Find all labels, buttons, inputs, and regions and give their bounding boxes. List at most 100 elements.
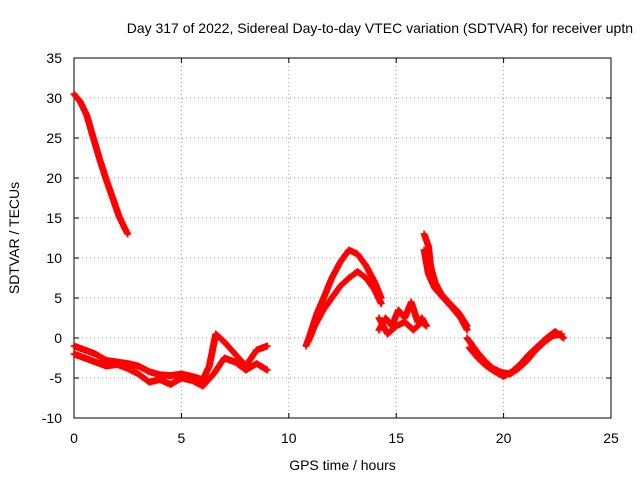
- series-6: [375, 298, 430, 334]
- data-point: [93, 360, 98, 364]
- data-point: [409, 300, 413, 304]
- data-point: [424, 324, 428, 328]
- data-point: [422, 248, 426, 252]
- data-point: [104, 358, 108, 362]
- data-point: [383, 316, 388, 320]
- data-point: [136, 372, 141, 376]
- data-point: [476, 356, 480, 360]
- series-4: [302, 246, 385, 350]
- data-point: [377, 316, 381, 320]
- data-point: [420, 320, 424, 324]
- data-point: [502, 374, 506, 378]
- y-tick-label: 10: [46, 250, 62, 266]
- data-point: [465, 328, 469, 332]
- data-point: [330, 276, 334, 280]
- data-point: [126, 232, 130, 236]
- data-point: [98, 158, 102, 162]
- data-point: [111, 196, 115, 200]
- data-point: [72, 352, 76, 356]
- plot-frame: [73, 57, 612, 419]
- data-point: [450, 306, 454, 310]
- y-tick-label: 30: [46, 90, 62, 106]
- data-point: [233, 360, 237, 364]
- data-point: [147, 370, 151, 374]
- data-point: [91, 136, 95, 140]
- data-point: [553, 330, 557, 334]
- x-tick-label: 10: [281, 430, 297, 446]
- data-point: [254, 348, 259, 352]
- data-point: [323, 292, 327, 296]
- data-point: [338, 284, 342, 288]
- y-tick-label: 35: [46, 50, 62, 66]
- data-point: [117, 214, 121, 218]
- y-tick-label: 5: [54, 290, 62, 306]
- data-point: [78, 100, 83, 104]
- data-point: [484, 364, 489, 368]
- series-1-markers: [70, 90, 132, 238]
- data-point: [233, 352, 237, 356]
- data-point: [493, 370, 497, 374]
- data-point: [364, 264, 368, 268]
- gridlines: [74, 58, 611, 418]
- data-point: [190, 378, 194, 382]
- data-point: [377, 328, 381, 332]
- data-point: [169, 382, 173, 386]
- data-point: [465, 336, 469, 340]
- series-9-markers: [420, 246, 471, 334]
- data-point: [265, 344, 269, 348]
- data-point: [467, 346, 471, 350]
- data-point: [83, 348, 87, 352]
- data-point: [364, 276, 368, 280]
- data-point: [265, 368, 269, 372]
- data-point: [222, 356, 226, 360]
- data-point: [338, 260, 342, 264]
- data-point: [72, 344, 76, 348]
- data-point: [214, 332, 218, 336]
- data-point: [304, 344, 308, 348]
- y-axis-label: SDTVAR / TECUs: [6, 182, 22, 294]
- data-point: [212, 372, 216, 376]
- data-point: [426, 272, 431, 276]
- series-5: [304, 268, 385, 346]
- data-point: [459, 316, 463, 320]
- axis-ticks: 0 5 10 15 20 25 -10 -5 0 5 10 15 20 25 30 35: [42, 50, 619, 446]
- data-point: [527, 352, 531, 356]
- data-point: [136, 364, 141, 368]
- data-point: [396, 308, 400, 312]
- x-tick-label: 5: [178, 430, 186, 446]
- data-point: [207, 364, 211, 368]
- data-point: [72, 92, 76, 96]
- data-point: [201, 378, 205, 382]
- y-tick-label: 15: [46, 210, 62, 226]
- series-3: [70, 350, 271, 390]
- series-11: [465, 328, 568, 380]
- data-point: [373, 288, 377, 292]
- data-point: [158, 378, 162, 382]
- data-point: [519, 362, 523, 366]
- data-point: [104, 364, 108, 368]
- data-point: [411, 328, 415, 332]
- x-tick-label: 15: [388, 430, 404, 446]
- data-point: [93, 352, 98, 356]
- data-point: [386, 332, 390, 336]
- data-point: [321, 308, 325, 312]
- x-tick-label: 25: [603, 430, 619, 446]
- data-point: [544, 336, 549, 340]
- data-point: [147, 380, 151, 384]
- data-point: [179, 376, 183, 380]
- data-point: [312, 324, 317, 328]
- series-1: [70, 90, 132, 238]
- x-tick-label: 20: [496, 430, 512, 446]
- y-tick-label: 25: [46, 130, 62, 146]
- data-point: [104, 178, 108, 182]
- data-point: [169, 374, 173, 378]
- x-axis-label: GPS time / hours: [289, 457, 396, 473]
- series-2: [70, 330, 271, 384]
- data-point: [373, 280, 377, 284]
- data-point: [306, 340, 310, 344]
- data-point: [83, 356, 87, 360]
- data-point: [330, 296, 334, 300]
- data-point: [426, 244, 431, 248]
- data-point: [254, 362, 259, 366]
